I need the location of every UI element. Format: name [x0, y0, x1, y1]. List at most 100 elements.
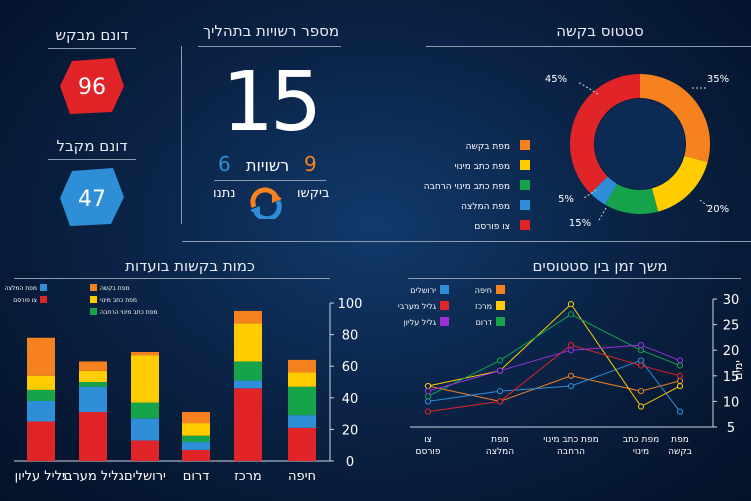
line-legend-label-2: מרכז — [475, 302, 492, 311]
status-time-title: משך זמן בין סטטוסים — [532, 257, 668, 275]
donut-label-0: 35% — [707, 74, 729, 85]
received-donam-badge: 47 — [60, 168, 124, 226]
line-point-5-3 — [496, 367, 504, 374]
column-divider — [181, 46, 182, 224]
line-point-2-4 — [424, 382, 432, 390]
bar-segment-4-1 — [79, 386, 107, 413]
licenses-underline — [198, 46, 341, 47]
bar-segment-5-3 — [27, 375, 55, 390]
requested-donam-badge: 96 — [60, 58, 124, 114]
donut-label-1: 20% — [707, 204, 729, 215]
bar-x-tick-label-1: מרכז — [234, 469, 262, 484]
line-point-2-0 — [676, 382, 684, 390]
bar-legend-label-2: מפת כתב מינוי — [100, 297, 137, 304]
bar-segment-3-1 — [131, 418, 159, 441]
donut-legend-label-1: מפת כתב מינוי — [455, 162, 510, 172]
committees-bar-underline — [14, 278, 330, 279]
line-legend-label-0: חיפה — [475, 286, 492, 295]
bar-legend-swatch-1 — [40, 284, 47, 291]
line-legend-swatch-0 — [496, 285, 505, 294]
bar-segment-4-4 — [79, 361, 107, 371]
line-point-1-3 — [496, 388, 504, 395]
bar-y-tick-label-3: 60 — [342, 360, 359, 375]
line-point-4-3 — [496, 357, 504, 364]
licenses-requested-value: 9 — [304, 152, 317, 176]
line-legend-label-5: גליל עליון — [404, 318, 437, 327]
licenses-title: מספר רשויות בתהליך — [202, 22, 340, 40]
bar-segment-4-0 — [79, 412, 107, 461]
donut-label-2: 15% — [569, 218, 591, 229]
line-x-tick-label-4-1: פורסם — [416, 447, 441, 457]
donut-label-4: 45% — [545, 74, 567, 85]
line-point-0-0 — [676, 377, 684, 385]
line-point-0-2 — [567, 372, 575, 379]
line-y-axis-title: ימים — [732, 360, 745, 380]
line-point-3-4 — [424, 408, 432, 415]
donut-slice-1 — [651, 155, 708, 212]
bar-segment-2-3 — [182, 423, 210, 436]
bar-segment-3-3 — [131, 355, 159, 403]
bar-x-tick-label-0: חיפה — [288, 469, 316, 484]
donut-label-3: 5% — [558, 194, 574, 205]
line-point-1-1 — [637, 357, 645, 364]
received-donam-value: 47 — [78, 187, 106, 212]
line-point-1-2 — [567, 382, 575, 390]
bar-segment-1-0 — [234, 388, 262, 461]
licenses-total: 15 — [221, 55, 322, 150]
line-x-tick-label-3-1: המלצה — [486, 447, 514, 457]
bar-segment-2-2 — [182, 435, 210, 443]
line-point-3-2 — [567, 341, 575, 349]
bar-segment-4-3 — [79, 370, 107, 382]
line-point-4-4 — [424, 393, 432, 400]
line-point-5-4 — [424, 388, 432, 395]
bar-segment-1-2 — [234, 361, 262, 381]
bar-legend-swatch-2 — [90, 296, 97, 303]
bar-x-tick-label-2: דרום — [183, 469, 210, 484]
line-x-tick-label-2-0: מפת כתב מינוי — [543, 435, 598, 445]
line-point-5-1 — [637, 341, 645, 349]
bar-segment-0-3 — [288, 372, 316, 387]
line-point-4-0 — [676, 362, 684, 369]
bar-segment-0-4 — [288, 359, 316, 373]
line-point-5-2 — [567, 347, 575, 354]
bar-legend-swatch-3 — [40, 296, 47, 303]
line-legend-label-4: דרום — [476, 318, 493, 327]
line-y-tick-label-4: 25 — [723, 319, 740, 334]
requested-donam-title: דונם מבקש — [55, 26, 129, 44]
line-point-0-1 — [637, 388, 645, 395]
committees-bar-title: כמות בקשות בועדות — [125, 257, 255, 275]
bar-segment-0-0 — [288, 427, 316, 461]
top-divider-right — [411, 241, 751, 242]
line-y-tick-label-0: 5 — [727, 421, 735, 436]
line-legend-label-1: ירושלים — [410, 286, 436, 295]
requested-donam-underline — [48, 48, 136, 49]
bar-segment-3-2 — [131, 402, 159, 419]
bar-segment-1-4 — [234, 310, 262, 324]
bar-segment-5-1 — [27, 400, 55, 422]
donut-slice-2 — [605, 183, 659, 214]
line-x-tick-label-4-0: צו — [424, 435, 432, 445]
bar-segment-2-1 — [182, 442, 210, 450]
bar-x-tick-label-5: גליל עליון — [15, 469, 68, 484]
donut-slice-3 — [590, 176, 617, 205]
licenses-given-value: 6 — [218, 152, 231, 176]
bar-segment-2-4 — [182, 412, 210, 424]
top-divider-left — [182, 241, 411, 242]
line-point-5-0 — [676, 357, 684, 364]
status-time-line-chart: 5 10 15 20 25 30 ימים מפת בקשה מפת כתב מינוי מפת כת… — [398, 285, 745, 457]
status-donut-underline — [426, 46, 751, 47]
received-donam-title: דונם מקבל — [56, 137, 128, 155]
bar-legend-label-3: צו פורסם — [13, 297, 37, 304]
licenses-given-label: נתנו — [213, 186, 236, 201]
line-x-tick-label-1-0: מפת כתב — [623, 435, 659, 445]
requested-donam-shape — [60, 58, 124, 114]
line-y-tick-label-5: 30 — [723, 293, 740, 308]
bar-segment-0-2 — [288, 386, 316, 416]
line-point-2-2 — [567, 301, 575, 308]
bar-legend-swatch-4 — [90, 308, 97, 315]
status-donut-chart: 35% 20% 15% 5% 45% מפת בקשה מפת כתב מינוי מפת כ… — [424, 74, 729, 232]
received-donam-shape — [60, 168, 124, 226]
bar-x-tick-label-4: גליל מערבי — [62, 469, 124, 484]
line-x-tick-label-3-0: מפת — [491, 435, 509, 445]
